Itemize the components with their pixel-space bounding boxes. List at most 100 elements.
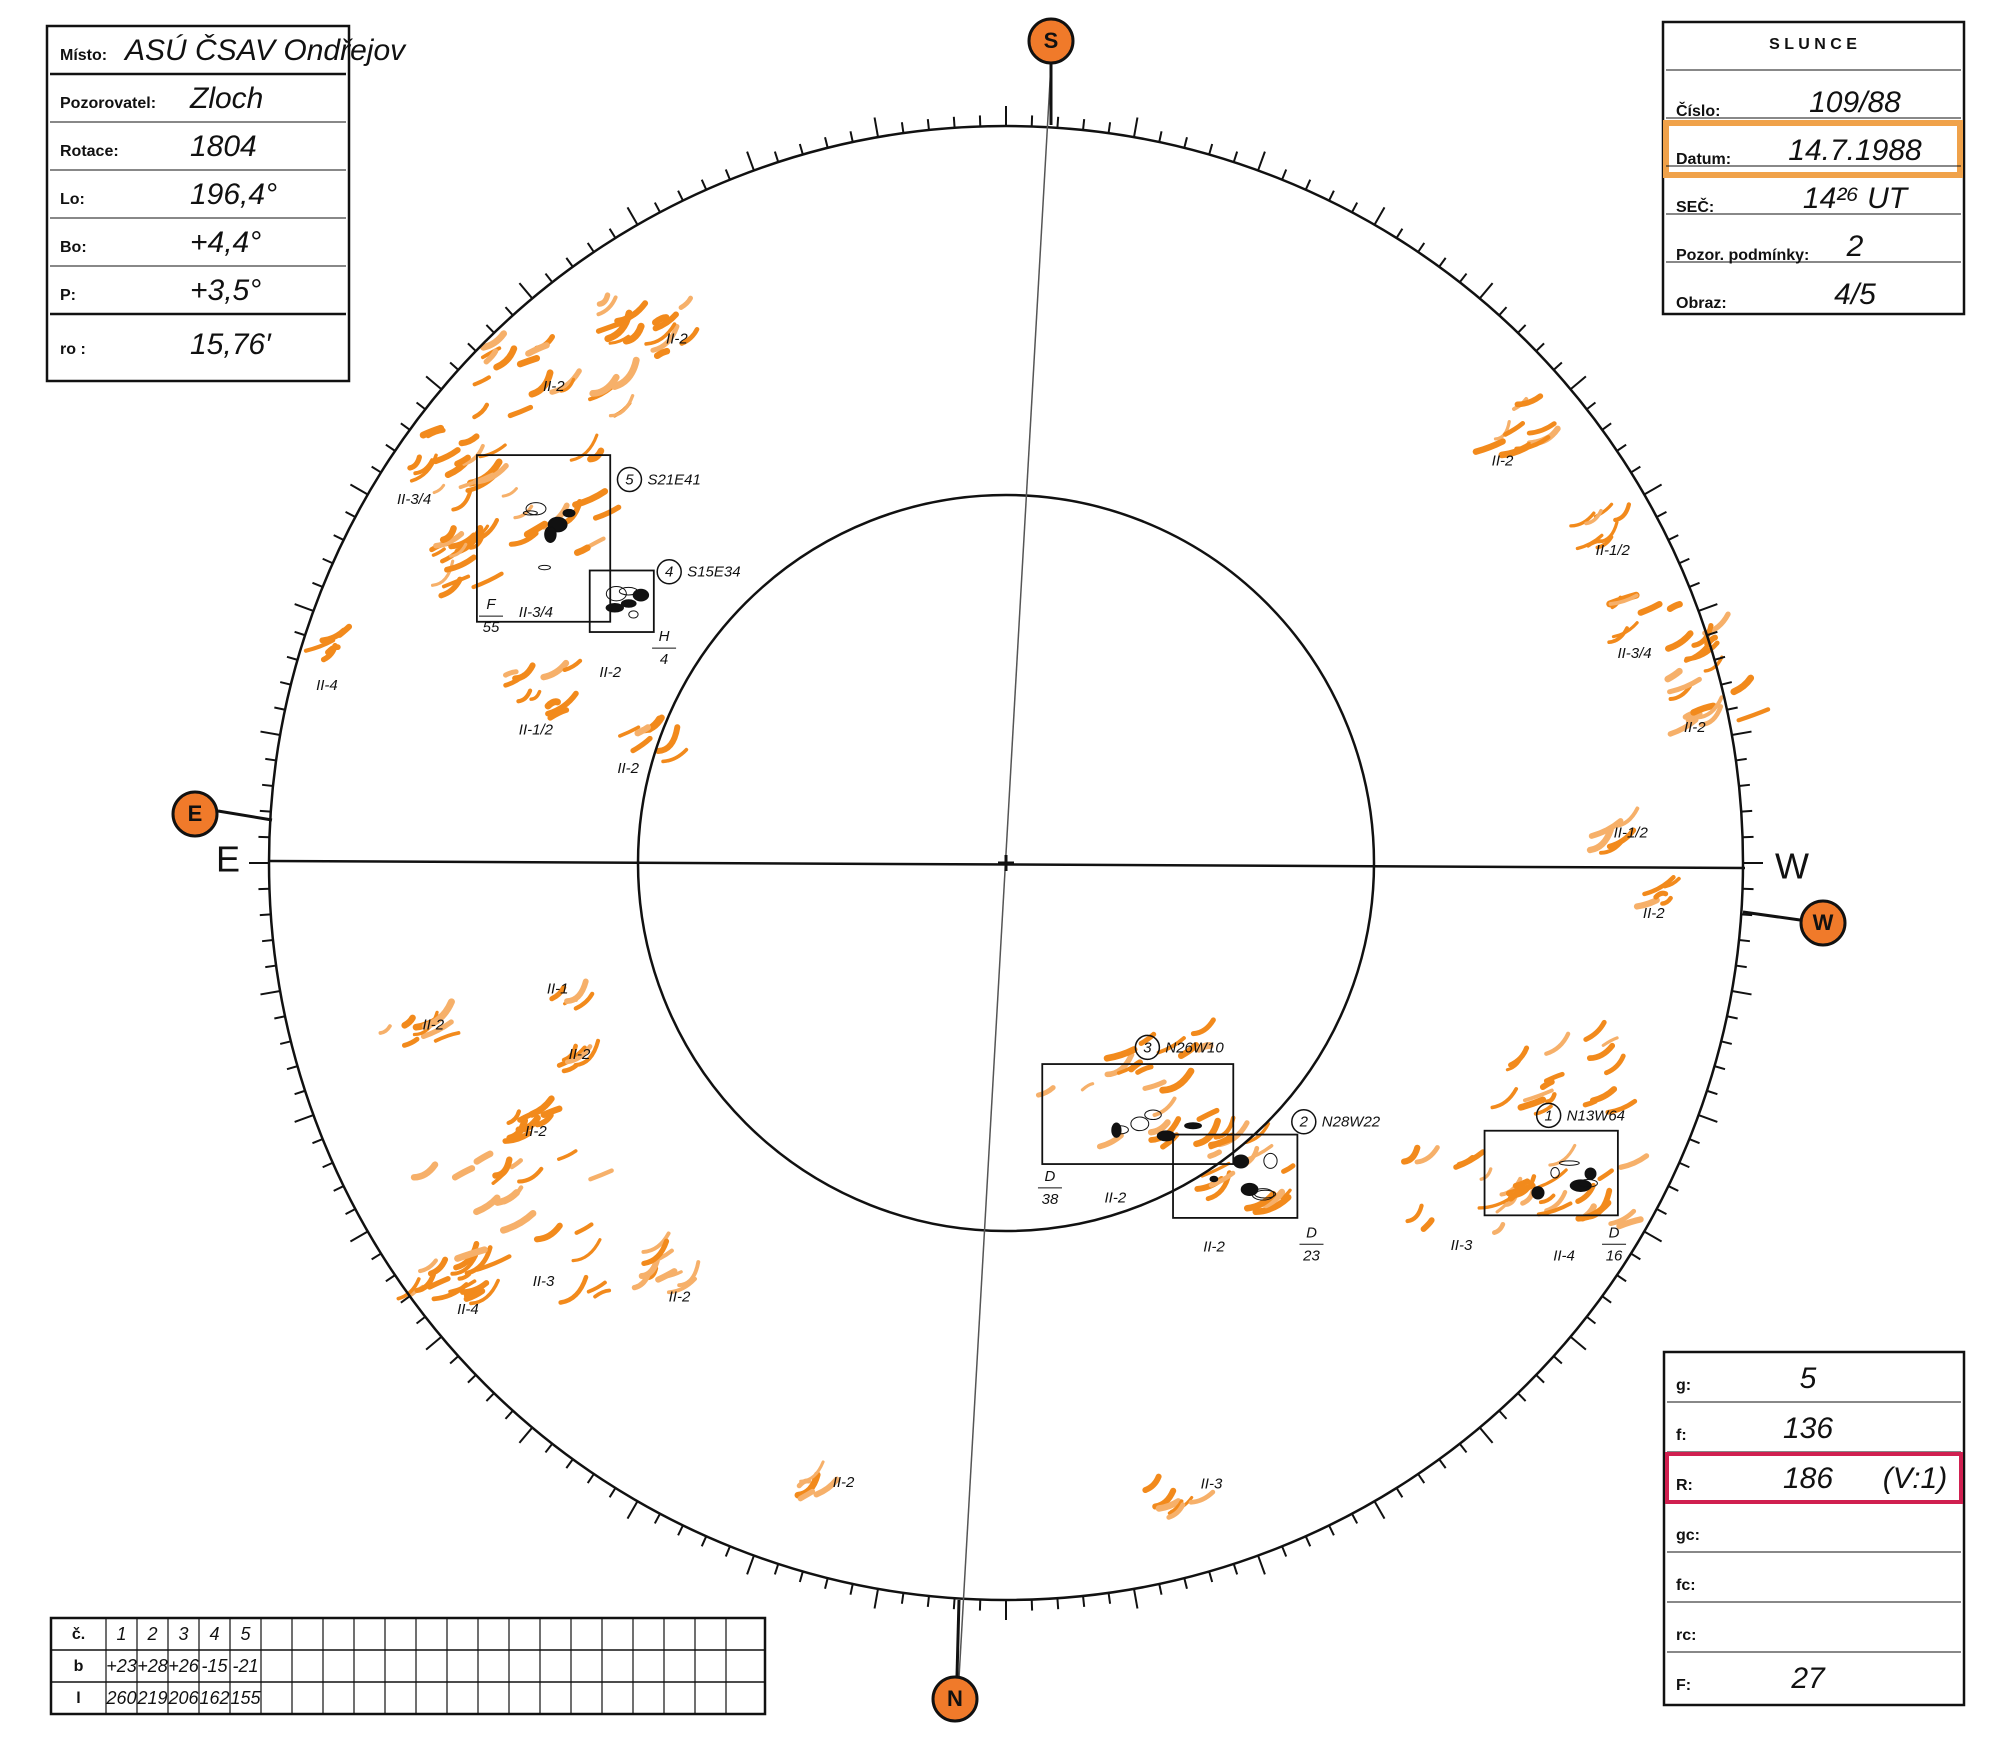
n-pointer — [955, 1599, 961, 1677]
axis-letter: E — [216, 839, 240, 880]
class-number: 16 — [1606, 1247, 1623, 1264]
sunspot — [1111, 1122, 1122, 1138]
table-cell: b — [74, 1658, 84, 1675]
facula — [1035, 1085, 1056, 1098]
scale-tick — [467, 1374, 477, 1384]
compass-letter: S — [1044, 28, 1059, 53]
scale-tick — [1741, 913, 1753, 917]
facula — [503, 669, 519, 678]
facula — [475, 1254, 512, 1272]
facula-labels: II-2 II-2 II-3/4 II-3/4 II-4 II-2 II-1/2 II-2 II… — [316, 331, 1706, 1493]
facula — [325, 644, 341, 656]
facula-label: II-1 — [547, 981, 569, 998]
facula — [540, 659, 570, 681]
facula — [569, 433, 599, 462]
scale-tick — [1498, 1410, 1508, 1420]
scale-tick — [1281, 1545, 1288, 1557]
scale-tick — [1107, 1592, 1112, 1604]
scale-tick — [1257, 1555, 1266, 1575]
region-number-circle — [1535, 1102, 1562, 1129]
scale-tick — [371, 1252, 382, 1261]
scale-tick — [544, 1443, 554, 1454]
facula — [593, 1288, 612, 1299]
facula — [596, 292, 611, 307]
region-position: N13W64 — [1567, 1107, 1625, 1124]
facula — [561, 1043, 578, 1063]
facula-label: II-1/2 — [1596, 542, 1631, 559]
region-position: N26W10 — [1165, 1039, 1224, 1056]
scale-tick — [1535, 342, 1545, 352]
facula — [1584, 508, 1603, 526]
scale-tick — [773, 151, 780, 163]
facula — [1667, 676, 1702, 695]
facula — [1472, 438, 1506, 455]
class-number: 4 — [660, 651, 668, 668]
form-label: gc: — [1676, 1527, 1700, 1544]
facula-label: II-2 — [617, 760, 639, 777]
facula — [1080, 1082, 1095, 1092]
facula — [1177, 1042, 1200, 1059]
sunspot — [1130, 1116, 1150, 1132]
form-box — [1662, 1350, 1966, 1707]
facula — [1605, 1098, 1638, 1115]
form-value: 136 — [1783, 1412, 1833, 1445]
facula — [540, 1105, 563, 1118]
facula — [454, 454, 471, 467]
forms: Místo: ASÚ ČSAV Ondřejov Pozorovatel: Zloch… — [45, 20, 1966, 1716]
facula — [1597, 520, 1619, 544]
facula — [414, 1272, 436, 1294]
facula — [433, 531, 465, 549]
facula — [502, 1130, 532, 1144]
facula — [472, 402, 490, 420]
form-label: Rotace: — [60, 143, 119, 160]
regions: 5 S21E41 F 55 4 S15E34 H 4 3 N26W10 D 38 2 N28W22 D 23 1… — [476, 454, 1627, 1264]
facula — [472, 375, 491, 387]
facula-label: II-2 — [666, 331, 688, 348]
scale-tick — [677, 190, 684, 202]
table-cell: 162 — [199, 1688, 229, 1708]
scale-tick — [586, 1473, 595, 1484]
facula — [1495, 1201, 1509, 1214]
facula — [545, 690, 579, 717]
facula — [650, 323, 680, 353]
facula — [562, 658, 583, 673]
scale-tick — [349, 483, 369, 496]
class-number: 55 — [483, 619, 500, 636]
facula — [1618, 1153, 1650, 1170]
scale-tick — [1678, 557, 1690, 565]
sunspot — [538, 564, 551, 571]
facula — [506, 1117, 529, 1142]
scale-tick — [1395, 1487, 1404, 1498]
facula-label: II-4 — [1553, 1247, 1575, 1264]
facula — [1104, 1051, 1135, 1078]
facula — [457, 1272, 472, 1281]
form-value: 2 — [1846, 230, 1864, 263]
scale-tick — [312, 1138, 324, 1145]
facula — [1156, 1036, 1186, 1055]
facula — [655, 1268, 678, 1283]
scale-tick — [900, 1592, 905, 1604]
facula — [608, 394, 635, 418]
facula — [1142, 1079, 1167, 1091]
sunspot — [628, 610, 639, 619]
scale-tick — [1328, 190, 1335, 202]
facula — [1243, 1190, 1277, 1212]
facula — [507, 404, 534, 419]
facula — [1613, 502, 1632, 523]
date-highlight — [1663, 120, 1963, 178]
facula — [528, 1095, 555, 1118]
scale-tick — [286, 1065, 298, 1071]
facula — [431, 547, 446, 557]
scale-tick — [952, 116, 956, 128]
facula — [528, 369, 554, 398]
facula — [1167, 1499, 1184, 1516]
facula — [1166, 1502, 1186, 1520]
scale-tick — [824, 136, 829, 149]
facula — [1160, 1132, 1180, 1150]
compass-badge — [931, 1675, 979, 1723]
sunspot — [1209, 1175, 1219, 1183]
facula — [439, 525, 457, 544]
facula — [652, 311, 679, 332]
scale-tick — [294, 630, 306, 637]
facula — [1608, 1208, 1637, 1226]
